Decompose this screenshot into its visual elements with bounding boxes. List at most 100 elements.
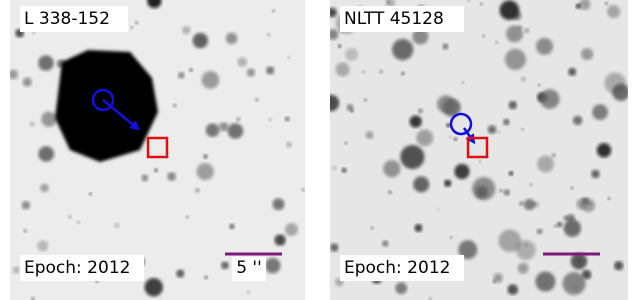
star <box>607 5 620 18</box>
star <box>8 70 18 80</box>
star <box>362 70 365 73</box>
star <box>40 184 48 192</box>
star <box>178 72 185 79</box>
star <box>238 57 247 66</box>
star <box>608 197 611 200</box>
star <box>524 28 529 33</box>
star <box>336 63 350 77</box>
star <box>131 26 134 29</box>
star <box>570 187 573 190</box>
star <box>228 123 244 139</box>
epoch-label: Epoch: 2012 <box>24 258 130 278</box>
star <box>176 270 184 278</box>
star <box>498 130 501 133</box>
star <box>273 198 285 210</box>
star <box>506 25 523 42</box>
star <box>437 208 440 211</box>
star <box>509 171 514 176</box>
star <box>13 266 20 273</box>
star <box>302 188 305 191</box>
star <box>265 258 281 274</box>
star <box>597 143 611 157</box>
star <box>37 240 48 251</box>
star <box>563 272 586 295</box>
star <box>401 72 405 76</box>
star <box>537 156 554 173</box>
star <box>462 81 465 84</box>
star <box>493 273 502 282</box>
star <box>573 116 583 126</box>
star <box>338 44 342 48</box>
epoch-label: Epoch: 2012 <box>344 258 450 278</box>
star <box>204 275 208 279</box>
star <box>186 216 189 219</box>
star <box>275 235 286 246</box>
star <box>410 116 422 128</box>
star <box>236 117 240 121</box>
star <box>400 145 424 169</box>
star <box>532 202 535 205</box>
star <box>418 109 423 114</box>
star <box>24 229 27 232</box>
star <box>135 21 138 24</box>
star <box>535 272 555 292</box>
star <box>414 224 422 232</box>
star <box>23 77 32 86</box>
star <box>332 166 336 170</box>
star <box>450 236 453 239</box>
star <box>568 68 576 76</box>
star <box>476 186 488 198</box>
star <box>395 282 407 294</box>
star <box>592 104 608 120</box>
star <box>413 176 429 192</box>
star <box>557 222 562 227</box>
star <box>390 191 393 194</box>
star <box>537 229 543 235</box>
star <box>328 29 339 40</box>
star <box>478 160 481 163</box>
star <box>614 261 623 270</box>
star <box>554 225 557 228</box>
star <box>505 49 526 70</box>
star <box>323 95 340 112</box>
star <box>364 99 367 102</box>
star <box>41 112 56 127</box>
star <box>345 48 358 61</box>
star <box>247 69 255 77</box>
star <box>285 223 298 236</box>
star <box>330 243 338 251</box>
star <box>521 77 526 82</box>
star <box>379 70 383 74</box>
star <box>286 142 292 148</box>
star <box>195 188 200 193</box>
star <box>182 26 191 35</box>
star <box>38 146 54 162</box>
star <box>605 2 608 5</box>
star <box>529 183 532 186</box>
star <box>540 89 560 109</box>
star <box>454 137 458 141</box>
star <box>30 122 35 127</box>
star <box>141 174 148 181</box>
star <box>500 0 520 20</box>
star <box>266 66 274 74</box>
star <box>247 291 250 294</box>
star <box>495 41 498 44</box>
star <box>488 125 497 134</box>
star <box>572 285 577 290</box>
star <box>114 223 119 228</box>
panel-title: NLTT 45128 <box>344 9 444 29</box>
star <box>229 224 234 229</box>
star <box>197 163 214 180</box>
star <box>267 33 271 37</box>
star <box>77 221 80 224</box>
star <box>342 168 347 173</box>
star <box>499 189 503 193</box>
star <box>521 128 524 131</box>
star <box>444 180 451 187</box>
star <box>612 84 629 101</box>
star <box>68 215 71 218</box>
star <box>552 153 556 157</box>
star <box>89 193 92 196</box>
star <box>255 98 259 102</box>
